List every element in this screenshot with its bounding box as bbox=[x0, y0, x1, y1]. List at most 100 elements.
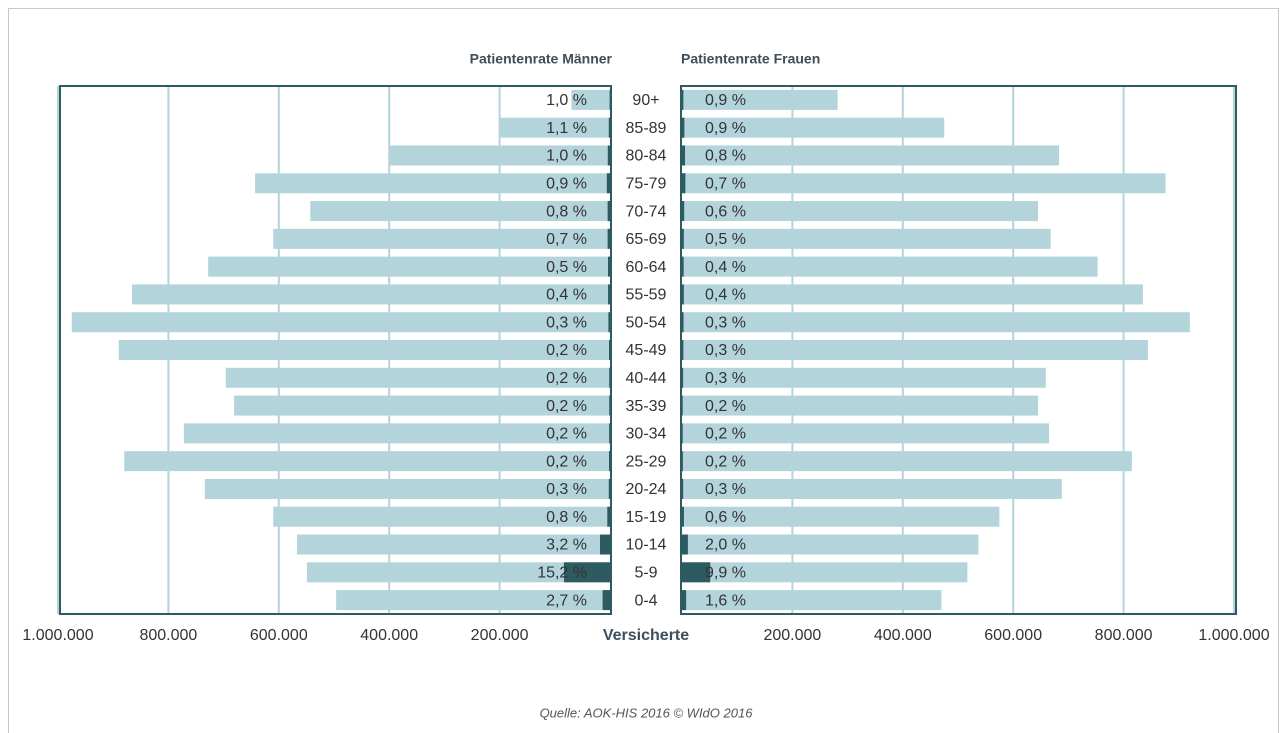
insured-bar bbox=[682, 395, 1039, 416]
insured-bar bbox=[118, 340, 610, 360]
rate-label: 0,9 % bbox=[546, 175, 587, 192]
x-axis-label: Versicherte bbox=[603, 627, 689, 644]
x-tick-label: 600.000 bbox=[250, 627, 308, 644]
category-label: 75-79 bbox=[626, 175, 667, 192]
insured-bar bbox=[306, 562, 610, 583]
patient-bar bbox=[600, 534, 610, 555]
rate-label: 0,6 % bbox=[705, 203, 746, 220]
rate-label: 1,6 % bbox=[705, 592, 746, 609]
rate-label: 0,9 % bbox=[705, 92, 746, 109]
category-label: 25-29 bbox=[626, 453, 667, 470]
rate-label: 0,9 % bbox=[705, 120, 746, 137]
panel-border bbox=[680, 85, 1237, 615]
insured-bar bbox=[225, 367, 611, 388]
rate-label: 0,2 % bbox=[546, 398, 587, 415]
patient-bar bbox=[608, 312, 610, 333]
rate-label: 0,4 % bbox=[705, 259, 746, 276]
rate-label: 0,3 % bbox=[546, 481, 587, 498]
rate-label: 0,3 % bbox=[546, 314, 587, 331]
insured-bar bbox=[682, 256, 1098, 277]
insured-bar bbox=[389, 145, 610, 166]
rate-label: 0,7 % bbox=[546, 231, 587, 248]
insured-bar bbox=[682, 590, 942, 611]
patient-bar bbox=[682, 312, 684, 333]
insured-bar bbox=[124, 451, 611, 472]
rate-label: 1,0 % bbox=[546, 92, 587, 109]
x-tick-label: 400.000 bbox=[360, 627, 418, 644]
insured-bar bbox=[682, 562, 968, 583]
category-label: 20-24 bbox=[626, 481, 667, 498]
patient-bar bbox=[682, 590, 687, 611]
x-tick-label: 200.000 bbox=[763, 627, 821, 644]
rate-label: 0,2 % bbox=[546, 453, 587, 470]
insured-bar bbox=[682, 145, 1060, 166]
rate-label: 0,6 % bbox=[705, 509, 746, 526]
insured-bar bbox=[571, 89, 610, 110]
insured-bar bbox=[255, 173, 610, 194]
rate-label: 0,3 % bbox=[705, 481, 746, 498]
x-tick-label: 400.000 bbox=[874, 627, 932, 644]
insured-bar bbox=[682, 451, 1132, 472]
patient-bar bbox=[682, 506, 684, 527]
x-tick-label: 1.000.000 bbox=[22, 627, 93, 644]
insured-bar bbox=[208, 256, 611, 277]
rate-label: 0,8 % bbox=[546, 203, 587, 220]
insured-bar bbox=[682, 478, 1062, 499]
insured-bar bbox=[682, 506, 1000, 527]
patient-bar bbox=[607, 506, 610, 527]
category-label: 30-34 bbox=[626, 426, 667, 443]
insured-bar bbox=[682, 367, 1046, 388]
rate-label: 0,4 % bbox=[546, 287, 587, 304]
category-label: 55-59 bbox=[626, 287, 667, 304]
patient-bar bbox=[682, 478, 684, 499]
insured-bar bbox=[499, 117, 610, 138]
left-title: Patientenrate Männer bbox=[470, 51, 613, 67]
patient-bar bbox=[682, 423, 683, 444]
rate-label: 0,8 % bbox=[546, 509, 587, 526]
rate-label: 0,2 % bbox=[705, 426, 746, 443]
category-label: 5-9 bbox=[634, 565, 657, 582]
patient-bar bbox=[609, 340, 610, 360]
insured-bar bbox=[273, 506, 610, 527]
rate-label: 0,3 % bbox=[705, 370, 746, 387]
rate-label: 9,9 % bbox=[705, 565, 746, 582]
patient-bar bbox=[682, 562, 711, 583]
x-tick-label: 800.000 bbox=[139, 627, 197, 644]
rate-label: 0,3 % bbox=[705, 314, 746, 331]
category-label: 10-14 bbox=[626, 537, 667, 554]
insured-bar bbox=[336, 590, 610, 611]
category-label: 15-19 bbox=[626, 509, 667, 526]
rate-label: 0,8 % bbox=[705, 148, 746, 165]
category-label: 35-39 bbox=[626, 398, 667, 415]
category-label: 60-64 bbox=[626, 259, 667, 276]
insured-bar bbox=[682, 340, 1148, 360]
patient-bar bbox=[682, 256, 684, 277]
insured-bar bbox=[682, 534, 979, 555]
rate-label: 1,1 % bbox=[546, 120, 587, 137]
insured-bar bbox=[682, 312, 1190, 333]
insured-bar bbox=[71, 312, 611, 333]
rate-label: 0,2 % bbox=[546, 370, 587, 387]
category-label: 0-4 bbox=[634, 592, 657, 609]
insured-bar bbox=[310, 201, 610, 222]
patient-bar bbox=[563, 562, 610, 583]
patient-bar bbox=[607, 228, 610, 249]
insured-bar bbox=[273, 228, 610, 249]
x-tick-label: 1.000.000 bbox=[1198, 627, 1269, 644]
rate-label: 0,2 % bbox=[546, 342, 587, 359]
insured-bar bbox=[682, 117, 945, 138]
patient-bar bbox=[682, 451, 683, 472]
patient-bar bbox=[682, 395, 683, 416]
insured-bar bbox=[682, 423, 1050, 444]
patient-bar bbox=[682, 228, 684, 249]
patient-bar bbox=[606, 173, 610, 194]
patient-bar bbox=[609, 451, 610, 472]
right-title: Patientenrate Frauen bbox=[681, 51, 820, 67]
category-label: 70-74 bbox=[626, 203, 667, 220]
patient-bar bbox=[682, 173, 686, 194]
insured-bar bbox=[234, 395, 610, 416]
patient-bar bbox=[682, 284, 684, 305]
insured-bar bbox=[682, 284, 1143, 305]
insured-bar bbox=[682, 201, 1039, 222]
